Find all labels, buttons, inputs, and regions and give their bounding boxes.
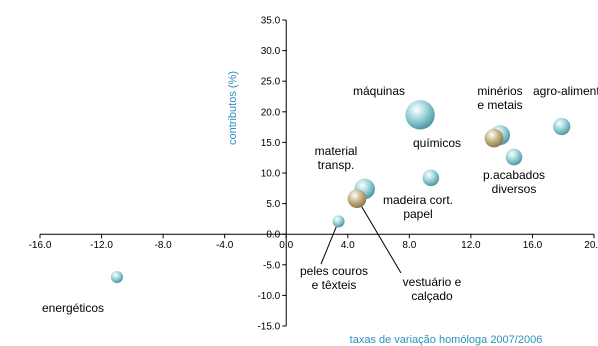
x-tick-label: -4.0	[216, 240, 234, 251]
label-leader-line	[321, 221, 339, 264]
bubble-energ-ticos	[111, 271, 123, 283]
point-label: energéticos	[42, 301, 104, 315]
x-tick-label: 20.0	[584, 240, 598, 251]
point-label: madeira cort. papel	[383, 193, 453, 221]
point-label: minérios e metais	[477, 84, 522, 112]
y-tick-label: 5.0	[266, 199, 280, 210]
bubble-qu-micos	[485, 129, 504, 148]
x-tick-label: 0.0	[279, 240, 293, 251]
point-label: vestuário e calçado	[403, 275, 462, 303]
y-tick-label: 10.0	[261, 169, 281, 180]
bubble-madeira-cort-papel	[423, 170, 440, 187]
y-tick-label: 35.0	[261, 16, 281, 27]
y-tick-label: -5.0	[263, 260, 281, 271]
point-label: p.acabados diversos	[483, 168, 545, 196]
x-tick-label: -8.0	[154, 240, 172, 251]
label-leader-line	[357, 199, 401, 273]
y-tick-label: 30.0	[261, 46, 281, 57]
point-label: químicos	[413, 136, 461, 150]
y-tick-label: 15.0	[261, 138, 281, 149]
x-tick-label: 16.0	[523, 240, 543, 251]
point-labels: energéticos máquinas minérios e metais quími…	[42, 84, 598, 315]
bubble-m-quinas	[405, 100, 434, 129]
point-label: peles couros e têxteis	[300, 264, 368, 292]
y-tick-label: 20.0	[261, 107, 281, 118]
point-label: máquinas	[353, 84, 405, 98]
y-tick-label: -10.0	[257, 291, 280, 302]
x-tick-label: 8.0	[402, 240, 416, 251]
x-tick-label: -16.0	[29, 240, 52, 251]
bubble-agro-aliment	[553, 118, 570, 135]
x-axis-title: taxas de variação homóloga 2007/2006	[350, 334, 543, 346]
y-tick-label: 0.0	[266, 230, 280, 241]
x-tick-label: 4.0	[341, 240, 355, 251]
bubble-peles-couros-e-t-xteis	[333, 215, 345, 227]
y-tick-label: 25.0	[261, 77, 281, 88]
point-label: agro-aliment.	[533, 84, 598, 98]
label-connectors	[321, 199, 401, 273]
bubble-p-acabados-diversos	[506, 149, 523, 166]
y-axis-title: contributos (%)	[227, 71, 239, 145]
point-label: material transp.	[315, 144, 358, 172]
x-tick-label: 12.0	[461, 240, 481, 251]
x-tick-label: -12.0	[90, 240, 113, 251]
y-tick-label: -15.0	[257, 322, 280, 333]
bubble-vestu-rio-e-cal-ado	[348, 189, 367, 208]
